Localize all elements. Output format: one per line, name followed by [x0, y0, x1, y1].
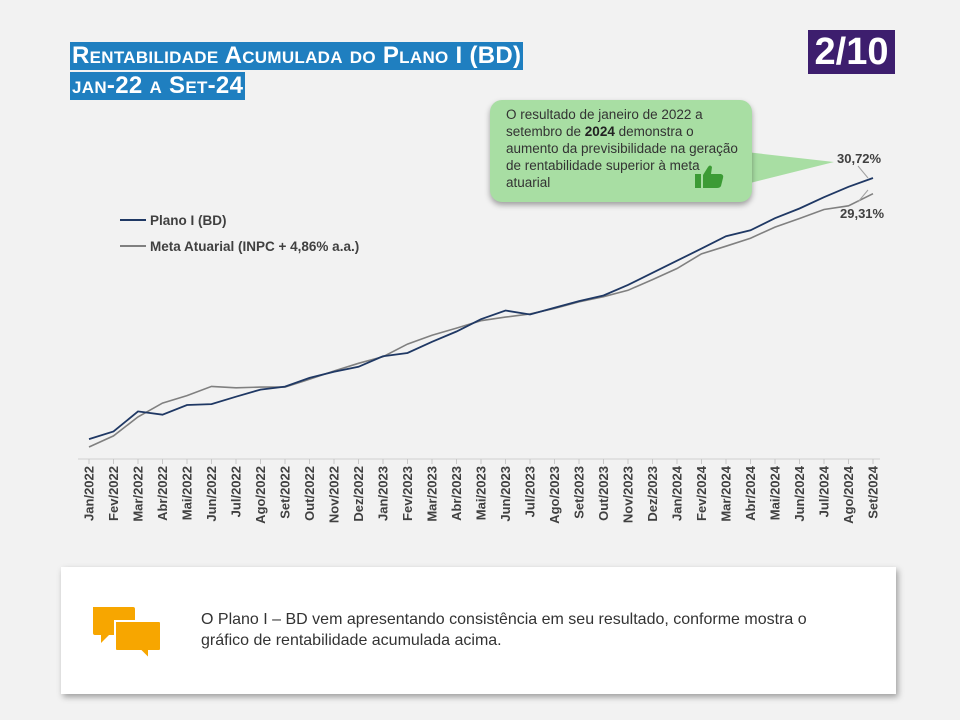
x-tick-label: Jul/2024 — [817, 465, 832, 517]
x-tick-label: Set/2023 — [572, 466, 587, 519]
callout-text-part2: demonstra o aumento da previsibilidade n… — [506, 124, 738, 190]
info-text: O Plano I – BD vem apresentando consistê… — [201, 611, 807, 649]
x-tick-label: Nov/2023 — [621, 466, 636, 523]
callout-text: O resultado de janeiro de 2022 a setembr… — [506, 106, 738, 191]
x-tick-label: Ago/2024 — [841, 465, 856, 524]
end-label-meta: 29,31% — [840, 206, 885, 221]
x-tick-label: Set/2022 — [278, 466, 293, 519]
title-line-2: jan-22 a Set-24 — [70, 72, 246, 100]
x-tick-label: Fev/2023 — [400, 466, 415, 521]
x-tick-label: Out/2022 — [302, 466, 317, 521]
x-tick-label: Mai/2022 — [180, 466, 195, 520]
x-tick-label: Mar/2024 — [719, 465, 734, 521]
series-line-plano — [88, 177, 874, 440]
x-tick-label: Jun/2024 — [792, 465, 807, 521]
x-tick-label: Ago/2023 — [547, 466, 562, 524]
x-tick-label: Fev/2024 — [694, 465, 709, 521]
callout-box: O resultado de janeiro de 2022 a setembr… — [490, 100, 752, 202]
x-tick-label: Jun/2023 — [498, 466, 513, 522]
legend-label-plano: Plano I (BD) — [150, 213, 227, 228]
page-number-badge: 2/10 — [808, 30, 895, 74]
x-tick-label: Fev/2022 — [106, 466, 121, 521]
end-label-leader-meta — [857, 189, 869, 203]
speech-bubbles-icon — [93, 607, 162, 661]
thumbs-up-icon — [695, 165, 724, 188]
x-tick-label: Mar/2023 — [425, 466, 440, 522]
x-tick-label: Abr/2022 — [155, 466, 170, 521]
x-tick-label: Nov/2022 — [327, 466, 342, 523]
x-tick-label: Dez/2023 — [645, 466, 660, 522]
x-tick-label: Jul/2022 — [229, 466, 244, 517]
x-tick-label: Abr/2023 — [449, 466, 464, 521]
x-tick-label: Abr/2024 — [743, 465, 758, 521]
chart-legend: Plano I (BD) Meta Atuarial (INPC + 4,86%… — [120, 213, 359, 254]
x-tick-label: Mai/2023 — [474, 466, 489, 520]
info-box: O Plano I – BD vem apresentando consistê… — [61, 567, 896, 694]
legend-label-meta: Meta Atuarial (INPC + 4,86% a.a.) — [150, 239, 359, 254]
title-line-1: Rentabilidade Acumulada do Plano I (BD) — [70, 42, 524, 70]
x-tick-label: Out/2023 — [596, 466, 611, 521]
end-label-leader-plano — [857, 165, 869, 179]
x-tick-label: Jan/2023 — [376, 466, 391, 521]
callout-text-part1: O resultado de janeiro de 2022 a setembr… — [506, 107, 703, 139]
x-tick-label: Jan/2022 — [82, 466, 97, 521]
x-tick-label: Ago/2022 — [253, 466, 268, 524]
x-tick-label: Jun/2022 — [204, 466, 219, 522]
x-tick-label: Jan/2024 — [670, 465, 685, 521]
x-tick-label: Mar/2022 — [131, 466, 146, 522]
x-tick-label: Set/2024 — [866, 465, 881, 519]
x-tick-label: Dez/2022 — [351, 466, 366, 522]
callout-text-year: 2024 — [584, 124, 615, 139]
end-label-plano: 30,72% — [837, 151, 882, 166]
x-tick-label: Mai/2024 — [768, 465, 783, 520]
callout-pointer — [746, 152, 834, 184]
series-line-meta — [88, 192, 874, 448]
slide-title: Rentabilidade Acumulada do Plano I (BD) … — [70, 42, 524, 100]
x-tick-label: Jul/2023 — [523, 466, 538, 517]
